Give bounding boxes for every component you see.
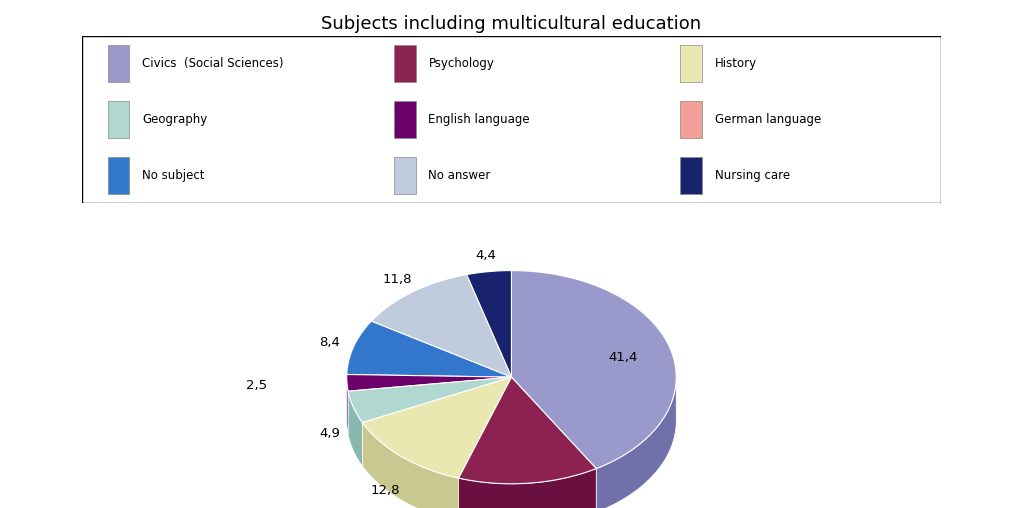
Polygon shape	[362, 423, 458, 508]
Bar	[107, 101, 129, 138]
Text: 4,9: 4,9	[319, 427, 341, 440]
Polygon shape	[347, 321, 512, 377]
Polygon shape	[362, 377, 512, 466]
Polygon shape	[458, 377, 596, 484]
Text: No answer: No answer	[429, 169, 491, 182]
Polygon shape	[512, 377, 596, 508]
Text: 8,4: 8,4	[319, 336, 341, 348]
Text: 41,4: 41,4	[608, 351, 637, 364]
Text: Nursing care: Nursing care	[715, 169, 790, 182]
Text: Subjects including multicultural education: Subjects including multicultural educati…	[321, 15, 702, 33]
Text: 4,4: 4,4	[475, 249, 496, 262]
Polygon shape	[348, 377, 512, 435]
Bar	[107, 157, 129, 194]
Polygon shape	[347, 374, 512, 391]
Polygon shape	[466, 271, 512, 377]
Polygon shape	[362, 377, 512, 478]
Text: German language: German language	[715, 113, 821, 126]
Bar	[680, 101, 702, 138]
Polygon shape	[458, 468, 596, 508]
Text: Geography: Geography	[142, 113, 208, 126]
Bar	[107, 45, 129, 82]
Polygon shape	[371, 275, 512, 377]
Text: 2,5: 2,5	[246, 379, 267, 393]
Bar	[394, 157, 415, 194]
Text: No subject: No subject	[142, 169, 205, 182]
Polygon shape	[348, 391, 362, 466]
Polygon shape	[458, 377, 512, 508]
Polygon shape	[512, 377, 596, 508]
Polygon shape	[348, 377, 512, 423]
Polygon shape	[512, 271, 676, 468]
Bar	[680, 45, 702, 82]
Text: Psychology: Psychology	[429, 57, 494, 70]
Text: English language: English language	[429, 113, 530, 126]
Text: History: History	[715, 57, 757, 70]
Text: 11,8: 11,8	[383, 273, 412, 286]
Text: Civics  (Social Sciences): Civics (Social Sciences)	[142, 57, 283, 70]
Bar	[680, 157, 702, 194]
Polygon shape	[596, 379, 676, 508]
Polygon shape	[362, 377, 512, 466]
Polygon shape	[347, 377, 348, 435]
Polygon shape	[348, 377, 512, 435]
Bar	[394, 101, 415, 138]
Text: 12,8: 12,8	[370, 484, 400, 497]
Polygon shape	[458, 377, 512, 508]
Bar	[394, 45, 415, 82]
